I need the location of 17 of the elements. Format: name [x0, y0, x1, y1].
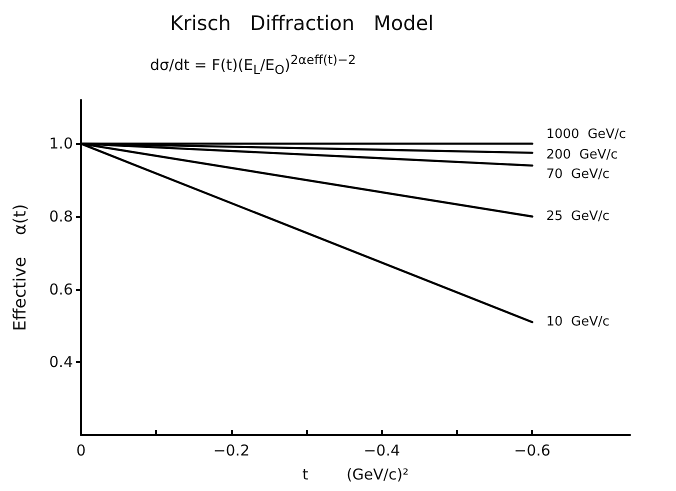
y-tick-label: 0.4	[49, 353, 73, 372]
x-tick-label: −0.2	[213, 442, 250, 460]
x-tick-label: −0.4	[364, 442, 400, 460]
x-tick-label: −0.6	[514, 442, 550, 460]
series-label: 200 GeV/c	[546, 147, 618, 162]
series-label: 70 GeV/c	[546, 167, 610, 182]
y-tick-label: 1.0	[49, 134, 73, 153]
x-tick-label: 0	[76, 442, 86, 460]
x-axis-title: t (GeV/c)²	[302, 466, 409, 484]
series-label: 10 GeV/c	[546, 314, 610, 330]
y-axis-title: Effective α(t)	[10, 204, 30, 331]
y-tick-label: 0.8	[49, 208, 73, 226]
series-label: 1000 GeV/c	[546, 127, 626, 142]
chart-title: Krisch Diffraction Model	[170, 11, 434, 35]
chart-subtitle: dσ/dt = F(t)(E$_{L}$/E$_{O}$)$^{2αeff(t)−2}$	[150, 52, 356, 77]
y-tick-label: 0.6	[49, 280, 73, 298]
series-label: 25 GeV/c	[546, 209, 610, 224]
